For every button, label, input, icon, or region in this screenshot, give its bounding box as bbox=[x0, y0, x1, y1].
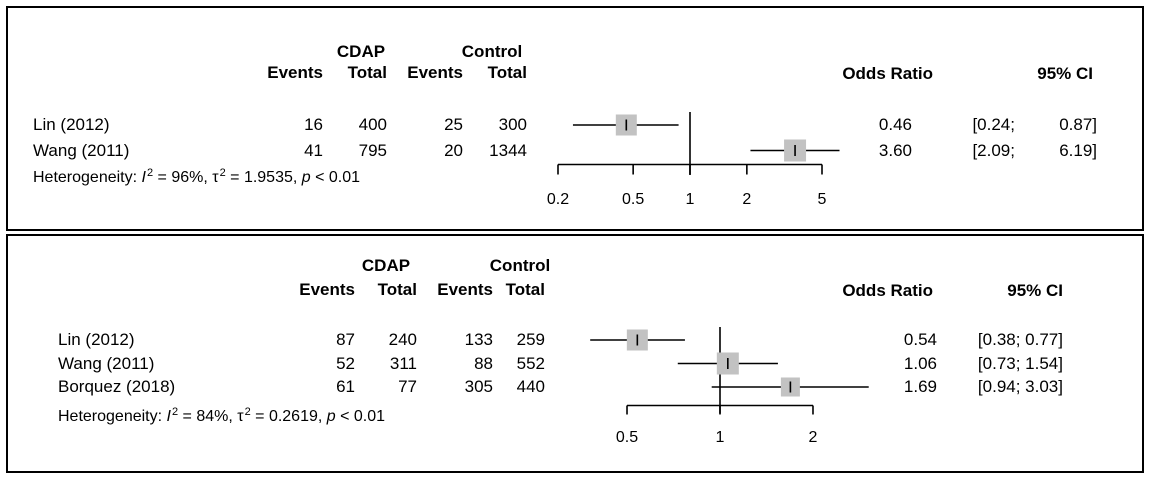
col-header-total: Total bbox=[377, 280, 417, 299]
count-cell: 25 bbox=[444, 115, 463, 134]
count-cell: 300 bbox=[498, 115, 527, 134]
odds-ratio-value: 3.60 bbox=[878, 140, 912, 160]
study-label: Borquez (2018) bbox=[58, 377, 176, 396]
count-cell: 305 bbox=[464, 377, 493, 396]
count-cell: 259 bbox=[516, 330, 545, 349]
count-cell: 133 bbox=[464, 330, 493, 349]
count-cell: 87 bbox=[336, 330, 355, 349]
count-cell: 795 bbox=[358, 140, 387, 160]
odds-ratio-value: 0.54 bbox=[903, 330, 937, 349]
group-header-control: Control bbox=[489, 256, 551, 275]
heterogeneity-text: Heterogeneity: I2 = 84%, τ2 = 0.2619, p … bbox=[58, 406, 386, 425]
count-cell: 20 bbox=[444, 140, 463, 160]
count-cell: 16 bbox=[304, 115, 323, 134]
ci-high-value: 0.87] bbox=[1059, 115, 1097, 134]
count-cell: 88 bbox=[474, 353, 493, 373]
bottom-panel-border bbox=[6, 234, 1144, 473]
col-header-events: Events bbox=[299, 280, 355, 299]
heterogeneity-text: Heterogeneity: I2 = 96%, τ2 = 1.9535, p … bbox=[33, 167, 361, 186]
group-header-cdap: CDAP bbox=[361, 256, 411, 275]
count-cell: 552 bbox=[516, 353, 545, 373]
count-cell: 1344 bbox=[489, 140, 527, 160]
count-cell: 41 bbox=[304, 140, 323, 160]
ci-high-value: 6.19] bbox=[1059, 140, 1097, 160]
col-header-ci: 95% CI bbox=[1007, 281, 1063, 300]
study-label: Wang (2011) bbox=[58, 353, 155, 373]
count-cell: 400 bbox=[358, 115, 387, 134]
count-cell: 61 bbox=[336, 377, 355, 396]
study-label: Lin (2012) bbox=[33, 115, 110, 134]
col-header-total: Total bbox=[505, 280, 545, 299]
ci-value: [0.73; 1.54] bbox=[977, 353, 1063, 373]
col-header-events: Events bbox=[267, 63, 323, 82]
odds-ratio-value: 1.69 bbox=[903, 377, 937, 396]
count-cell: 77 bbox=[398, 377, 417, 396]
top-panel-border bbox=[6, 6, 1144, 231]
ci-value: [0.94; 3.03] bbox=[977, 377, 1063, 396]
col-header-odds-ratio: Odds Ratio bbox=[842, 64, 933, 83]
ci-low-value: [0.24; bbox=[972, 115, 1015, 134]
col-header-ci: 95% CI bbox=[1037, 64, 1093, 83]
ci-low-value: [2.09; bbox=[972, 140, 1015, 160]
count-cell: 440 bbox=[516, 377, 545, 396]
col-header-events: Events bbox=[407, 63, 463, 82]
col-header-total: Total bbox=[487, 63, 527, 82]
count-cell: 240 bbox=[388, 330, 417, 349]
col-header-total: Total bbox=[347, 63, 387, 82]
odds-ratio-value: 1.06 bbox=[903, 353, 937, 373]
ci-value: [0.38; 0.77] bbox=[977, 330, 1063, 349]
study-label: Lin (2012) bbox=[58, 330, 135, 349]
odds-ratio-value: 0.46 bbox=[878, 115, 912, 134]
group-header-cdap: CDAP bbox=[336, 42, 386, 61]
count-cell: 311 bbox=[389, 353, 417, 373]
col-header-odds-ratio: Odds Ratio bbox=[842, 281, 933, 300]
count-cell: 52 bbox=[336, 353, 355, 373]
study-label: Wang (2011) bbox=[33, 140, 130, 160]
group-header-control: Control bbox=[461, 42, 523, 61]
col-header-events: Events bbox=[437, 280, 493, 299]
